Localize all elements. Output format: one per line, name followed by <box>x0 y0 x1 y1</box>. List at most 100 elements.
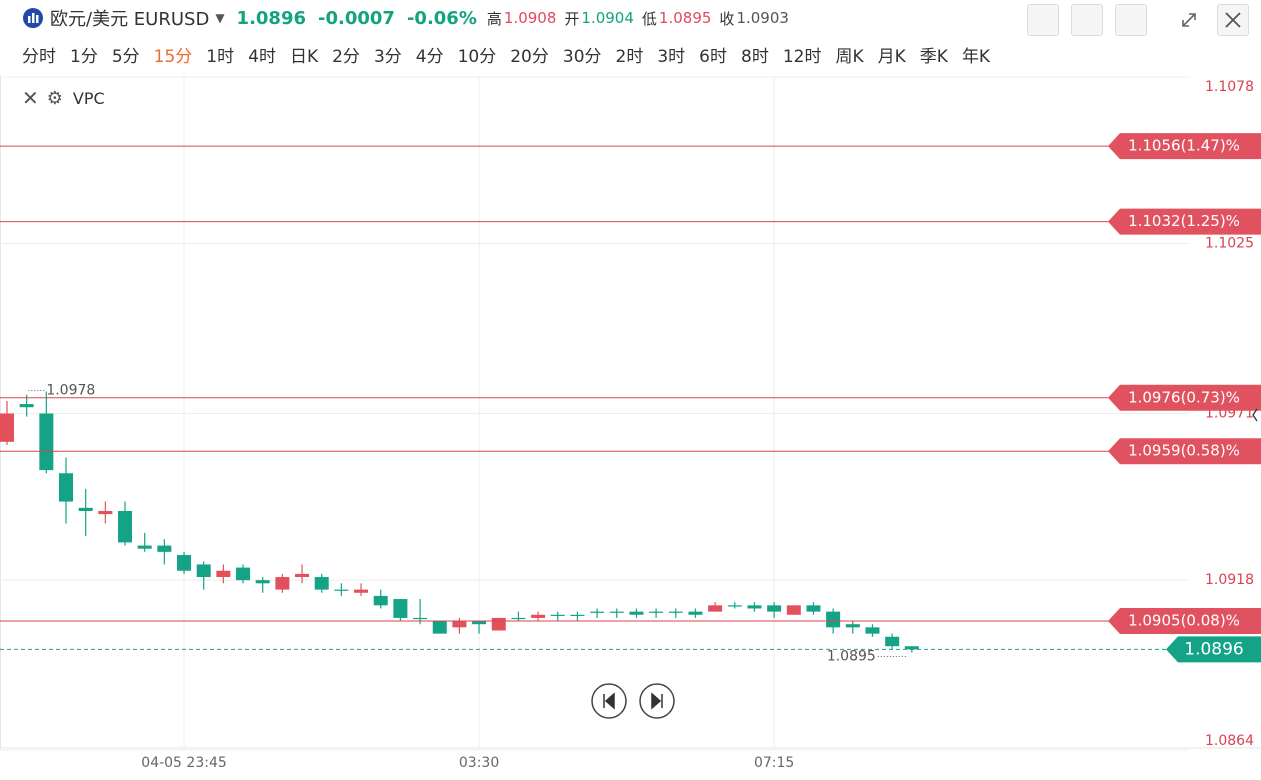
prev-button[interactable] <box>591 683 627 719</box>
level-tag <box>1108 208 1261 235</box>
timeframe[interactable]: 分时 <box>22 47 56 67</box>
candle-body <box>826 611 841 628</box>
timeframe[interactable]: 3时 <box>657 47 686 67</box>
y-tick-label: 1.1025 <box>1205 236 1254 252</box>
indicator-bar: ✕ ⚙ VPC <box>22 86 105 110</box>
candle-body <box>590 611 605 613</box>
candle-body <box>550 614 565 616</box>
candle-body <box>727 605 742 607</box>
candle-body <box>39 413 54 471</box>
expand[interactable] <box>1173 4 1205 36</box>
timeframe[interactable]: 20分 <box>510 47 549 67</box>
level-label: 1.0905(0.08)% <box>1128 612 1240 630</box>
candle-body <box>845 624 860 628</box>
y-tick-label: 1.0918 <box>1205 572 1254 588</box>
low: 1.0895 <box>658 9 712 27</box>
close-button[interactable] <box>1217 4 1249 36</box>
timeframe[interactable]: 8时 <box>741 47 769 67</box>
timeframe[interactable]: 30分 <box>562 47 602 67</box>
x-tick-label: 03:30 <box>459 755 499 771</box>
timeframe[interactable]: 4分 <box>415 47 444 67</box>
candle-body <box>0 413 14 442</box>
candle-body <box>904 646 919 650</box>
timeframe[interactable]: 季K <box>919 47 948 67</box>
x-tick-label: 04-05 23:45 <box>141 755 226 771</box>
candle-body <box>747 605 762 609</box>
candle-tool[interactable] <box>1115 4 1147 36</box>
max-label: 1.0978 <box>46 382 95 398</box>
high: 1.0908 <box>503 9 557 27</box>
timeframe[interactable]: 1时 <box>206 47 235 67</box>
timeframe[interactable]: 6时 <box>699 47 727 67</box>
timeframe[interactable]: 2分 <box>332 47 360 67</box>
candle-body <box>334 589 349 591</box>
candle-body <box>373 595 388 606</box>
level-label: 1.0976(0.73)% <box>1128 388 1240 406</box>
timeframe[interactable]: 月K <box>877 47 906 67</box>
candle-body <box>668 611 683 613</box>
next-button[interactable] <box>639 683 675 719</box>
indicator-settings[interactable]: ⚙ <box>46 87 63 109</box>
timeframe[interactable]: 周K <box>835 47 864 67</box>
symbol[interactable]: 欧元/美元 EURUSD <box>50 9 210 30</box>
candle-body <box>688 611 703 615</box>
timeframe[interactable]: 4时 <box>248 47 276 67</box>
candle-body <box>649 611 664 613</box>
candle-body <box>295 573 310 578</box>
candle-body <box>511 617 526 620</box>
candle-body <box>885 636 900 647</box>
expand-icon <box>1182 13 1196 27</box>
candle-body <box>472 621 487 625</box>
close-label: 收 <box>719 9 735 28</box>
timeframe[interactable]: 2时 <box>615 47 644 67</box>
close: 1.0903 <box>736 9 789 27</box>
price: 1.0896 <box>236 7 307 29</box>
timeframe[interactable]: 3分 <box>373 47 402 67</box>
timeframe[interactable]: 年K <box>961 47 991 67</box>
timeframe[interactable]: 5分 <box>111 47 140 67</box>
high-label: 高 <box>486 9 502 28</box>
change-pct: -0.06% <box>406 7 477 29</box>
candle-body <box>767 605 782 612</box>
close-icon <box>1225 12 1241 28</box>
line-tool[interactable] <box>1027 4 1059 36</box>
remove-indicator[interactable]: ✕ <box>22 86 39 110</box>
y-tick-label: 1.1078 <box>1205 79 1254 95</box>
candle-body <box>98 510 113 515</box>
next-icon <box>651 692 663 710</box>
level-tag <box>1108 133 1261 160</box>
dropdown[interactable]: ▼ <box>215 11 225 25</box>
candle-body <box>452 621 467 628</box>
candle-body <box>354 589 369 593</box>
level-tag <box>1108 384 1261 411</box>
candle-body <box>157 545 172 552</box>
candle-body <box>570 614 585 616</box>
candle-body <box>177 555 192 571</box>
candle-body <box>216 570 231 578</box>
candle-body <box>865 627 880 634</box>
candle-body <box>196 564 211 578</box>
candle-body <box>609 611 624 613</box>
min-label: 1.0895 <box>827 649 876 665</box>
low-label: 低 <box>641 9 657 28</box>
open: 1.0904 <box>581 9 634 27</box>
header: 欧元/美元 EURUSD ▼ 1.0896 -0.0007 -0.06% 高 1.… <box>0 0 1261 36</box>
level-label: 1.1056(1.47)% <box>1128 137 1240 155</box>
x-tick-label: 07:15 <box>754 755 794 771</box>
timeframe[interactable]: 1分 <box>70 47 98 67</box>
draw-tool[interactable] <box>1071 4 1103 36</box>
logo <box>23 8 43 28</box>
candle-body <box>275 577 290 590</box>
timeframe[interactable]: 15分 <box>153 47 193 67</box>
timeframe[interactable]: 10分 <box>457 47 497 67</box>
candle-body <box>806 605 821 612</box>
change: -0.0007 <box>318 7 395 29</box>
candle-body <box>137 545 152 549</box>
candle-body <box>236 567 251 581</box>
timeframe[interactable]: 日K <box>289 47 319 67</box>
candle-body <box>708 605 723 612</box>
timeframe[interactable]: 12时 <box>782 47 822 67</box>
candle-body <box>432 621 447 634</box>
